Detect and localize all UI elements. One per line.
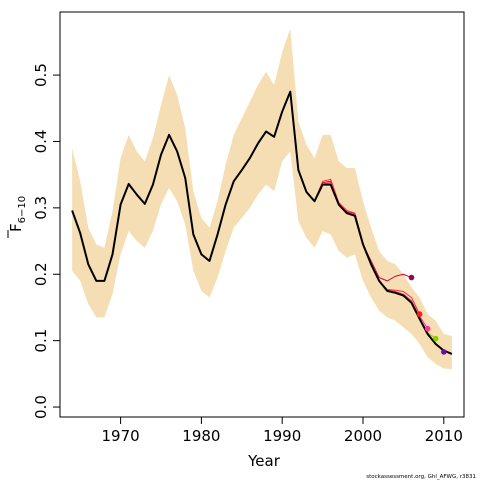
x-tick-label: 1990 <box>263 427 301 445</box>
y-axis: 0.0 0.1 0.2 0.3 0.4 0.5 <box>32 63 60 419</box>
series-end-point-2 <box>416 311 423 317</box>
y-axis-title-subscript: 6−10 <box>17 196 28 223</box>
end-point-layer <box>408 274 447 355</box>
y-tick-label: 0.3 <box>32 196 50 220</box>
series-end-point-5 <box>441 349 447 355</box>
y-tick-label: 0.1 <box>32 329 50 353</box>
confidence-band-layer <box>72 28 452 370</box>
confidence-band <box>72 28 452 370</box>
y-tick-label: 0.2 <box>32 262 50 286</box>
credit-text: stockassessment.org, Ghl_AFWG, r3831 <box>366 474 476 480</box>
y-tick-label: 0.5 <box>32 63 50 87</box>
series-end-point-4 <box>432 335 439 342</box>
x-axis-title: Year <box>247 452 281 470</box>
x-tick-label: 1970 <box>102 427 140 445</box>
x-tick-label: 2000 <box>344 427 382 445</box>
series-layer <box>71 90 453 355</box>
y-axis-title: F6−10 <box>7 196 28 238</box>
x-tick-label: 2010 <box>425 427 463 445</box>
series-end-point-3 <box>424 325 431 332</box>
svg-text:F6−10: F6−10 <box>7 196 28 232</box>
x-axis: 1970 1980 1990 2000 2010 <box>102 417 463 445</box>
plot-frame <box>59 11 465 418</box>
y-tick-label: 0.4 <box>32 130 50 154</box>
y-axis-title-main: F <box>7 223 25 232</box>
y-tick-label: 0.0 <box>32 395 50 419</box>
series-end-point-1 <box>408 274 415 281</box>
series-line-0 <box>71 90 453 355</box>
x-tick-label: 1980 <box>182 427 220 445</box>
